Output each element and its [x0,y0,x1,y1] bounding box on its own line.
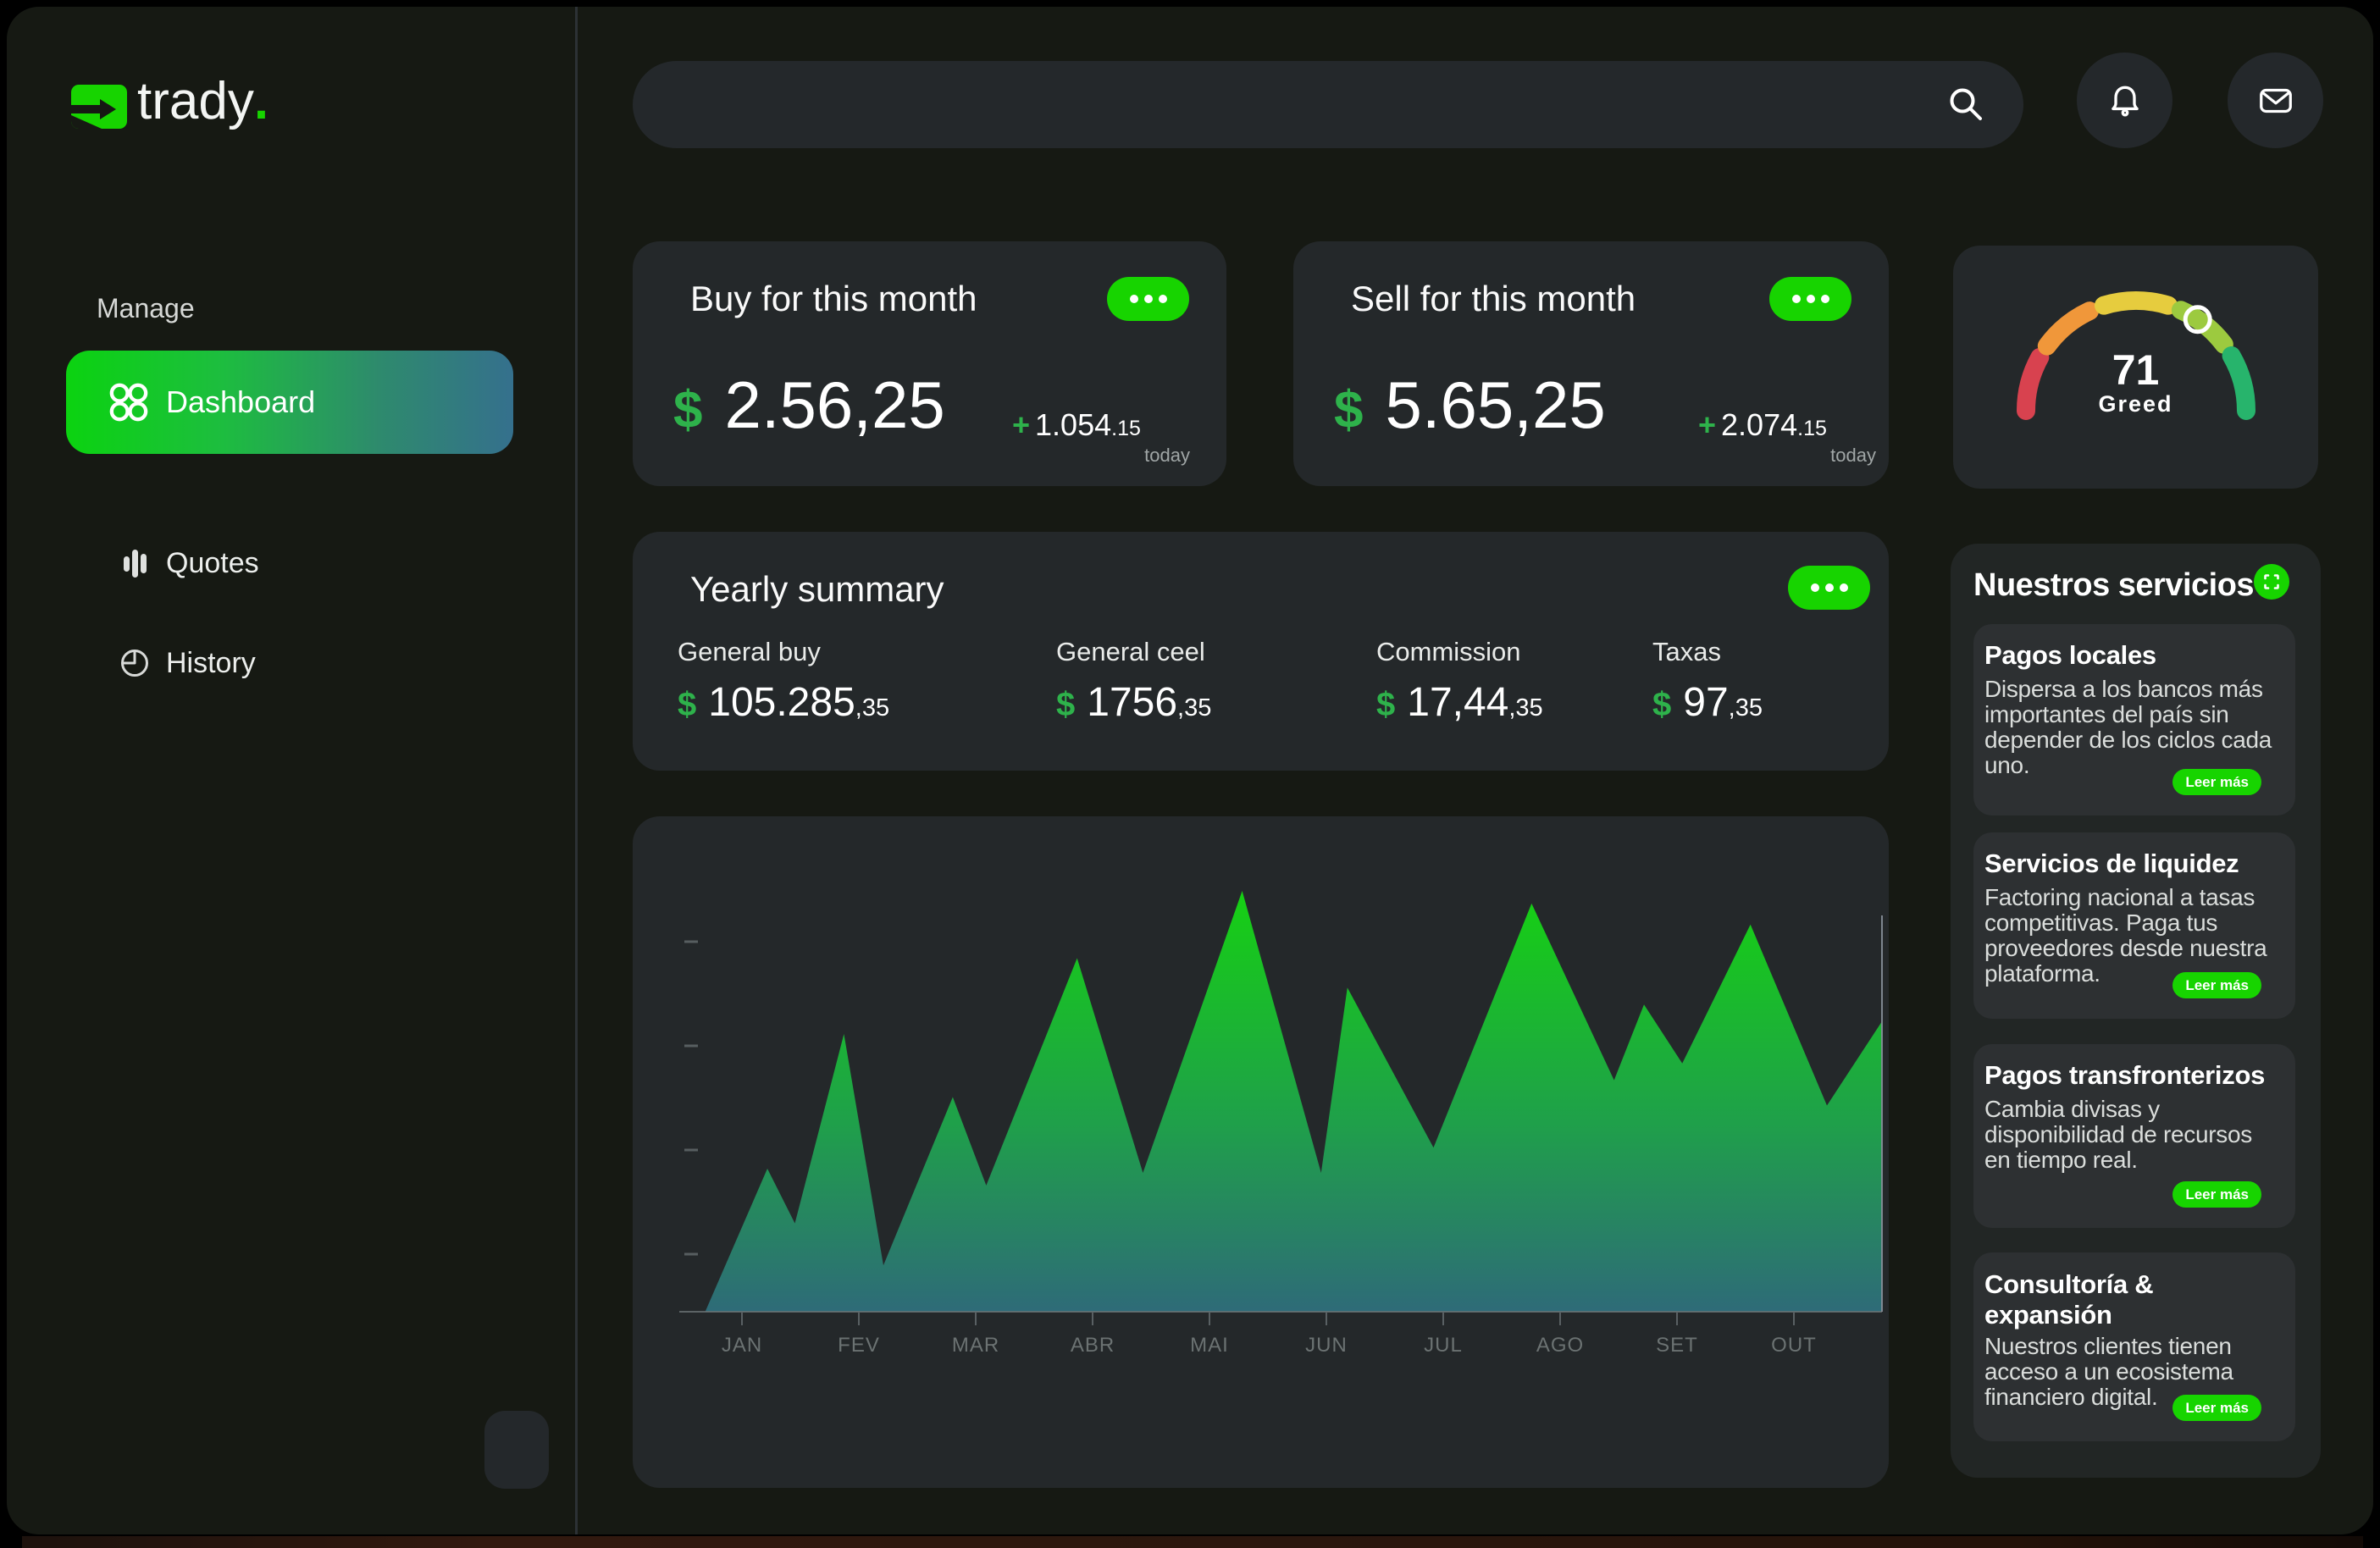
svg-text:AGO: AGO [1536,1334,1584,1357]
delta-caption: today [1012,445,1190,467]
search-input[interactable] [667,61,1923,150]
svg-text:SET: SET [1656,1334,1698,1357]
stat-taxas: Taxas $97,35 [1652,637,1763,726]
yearly-summary-card: Yearly summary General buy $105.285,35 G… [633,532,1889,771]
sidebar-item-dashboard[interactable]: Dashboard [66,351,513,454]
dollar-sign: $ [1056,686,1075,723]
plus-sign: + [1698,407,1716,442]
search-bar [633,61,2023,148]
area-chart: JAN FEV MAR ABR MAI JUN JUL AGO SET OUT [633,816,1889,1488]
ellipsis-icon [1792,295,1801,303]
service-card-pagos-locales: Pagos locales Dispersa a los bancos más … [1973,624,2295,815]
dollar-sign: $ [1652,686,1671,723]
stat-general-buy: General buy $105.285,35 [678,637,889,726]
svg-text:ABR: ABR [1071,1334,1115,1357]
leer-mas-button[interactable]: Leer más [2172,769,2261,795]
gauge-value: 71 [1953,346,2318,395]
gauge-label: Greed [1953,391,2318,417]
yearly-title: Yearly summary [690,569,944,610]
brand-name: trady. [137,75,268,129]
service-body: Factoring nacional a tasas competitivas.… [1984,885,2283,987]
leer-mas-button[interactable]: Leer más [2172,1181,2261,1208]
leer-mas-button[interactable]: Leer más [2172,972,2261,998]
sidebar-divider [575,7,578,1534]
greed-gauge-card: 71 Greed [1953,246,2318,489]
yearly-menu-button[interactable] [1788,566,1870,610]
svg-text:OUT: OUT [1771,1334,1817,1357]
service-title: Consultoría & expansión [1984,1269,2281,1330]
sidebar-section-label: Manage [97,293,195,324]
service-body: Dispersa a los bancos más importantes de… [1984,677,2283,778]
stat-commission: Commission $17,44,35 [1376,637,1543,726]
screen: trady. Manage Dashboard Quotes [0,0,2380,1548]
sidebar-collapse-button[interactable] [484,1411,549,1489]
bell-icon [2106,81,2145,120]
svg-text:JUL: JUL [1424,1334,1463,1357]
sell-card-menu-button[interactable] [1769,277,1851,321]
svg-text:MAI: MAI [1190,1334,1229,1357]
dashboard-grid-icon [107,380,151,424]
trady-logo-icon [71,85,127,129]
sidebar-item-quotes[interactable]: Quotes [117,534,259,593]
buy-card-menu-button[interactable] [1107,277,1189,321]
pie-clock-icon [117,645,152,681]
ellipsis-icon [1811,583,1819,592]
services-title: Nuestros servicios [1973,567,2254,604]
buy-amount: $2.56,25 [673,367,945,449]
sell-amount: $5.65,25 [1334,367,1606,449]
window-bottom-edge [22,1536,2363,1548]
bar-chart-icon [117,545,152,581]
service-card-pagos-transfronterizos: Pagos transfronterizos Cambia divisas y … [1973,1044,2295,1228]
svg-text:JUN: JUN [1305,1334,1348,1357]
ellipsis-icon [1130,295,1138,303]
dollar-sign: $ [678,686,696,723]
brand-logo: trady. [71,75,268,129]
svg-text:FEV: FEV [838,1334,880,1357]
sidebar-item-label: Dashboard [166,384,315,420]
sidebar-item-label: Quotes [166,547,259,580]
service-title: Pagos transfronterizos [1984,1061,2281,1090]
scan-frame-icon [2261,571,2283,593]
buy-delta: +1.054.15 today [1012,407,1215,467]
plus-sign: + [1012,407,1030,442]
stat-general-ceel: General ceel $1756,35 [1056,637,1211,726]
envelope-icon [2256,81,2295,120]
service-title: Pagos locales [1984,641,2281,670]
messages-button[interactable] [2228,53,2323,148]
sell-month-card: Sell for this month $5.65,25 +2.074.15 t… [1293,241,1889,486]
delta-caption: today [1698,445,1876,467]
search-icon[interactable] [1946,85,1986,125]
dollar-sign: $ [1376,686,1395,723]
services-expand-button[interactable] [2254,564,2289,600]
dollar-sign: $ [1334,381,1363,440]
sidebar-item-history[interactable]: History [117,633,256,693]
sell-delta: +2.074.15 today [1698,407,1901,467]
services-panel: Nuestros servicios Pagos locales Dispers… [1951,544,2321,1478]
sell-card-title: Sell for this month [1351,279,1636,319]
service-title: Servicios de liquidez [1984,849,2281,878]
service-card-servicios-liquidez: Servicios de liquidez Factoring nacional… [1973,832,2295,1019]
svg-text:MAR: MAR [952,1334,999,1357]
buy-card-title: Buy for this month [690,279,977,319]
sidebar-item-label: History [166,647,256,680]
service-card-consultoria-expansion: Consultoría & expansión Nuestros cliente… [1973,1252,2295,1441]
yearly-area-chart-card: JAN FEV MAR ABR MAI JUN JUL AGO SET OUT [633,816,1889,1488]
buy-month-card: Buy for this month $2.56,25 +1.054.15 to… [633,241,1226,486]
notifications-button[interactable] [2077,53,2172,148]
dollar-sign: $ [673,381,702,440]
leer-mas-button[interactable]: Leer más [2172,1395,2261,1421]
service-body: Cambia divisas y disponibilidad de recur… [1984,1097,2283,1173]
brand-dot: . [254,72,268,130]
svg-text:JAN: JAN [722,1334,762,1357]
app-window: trady. Manage Dashboard Quotes [7,7,2373,1534]
